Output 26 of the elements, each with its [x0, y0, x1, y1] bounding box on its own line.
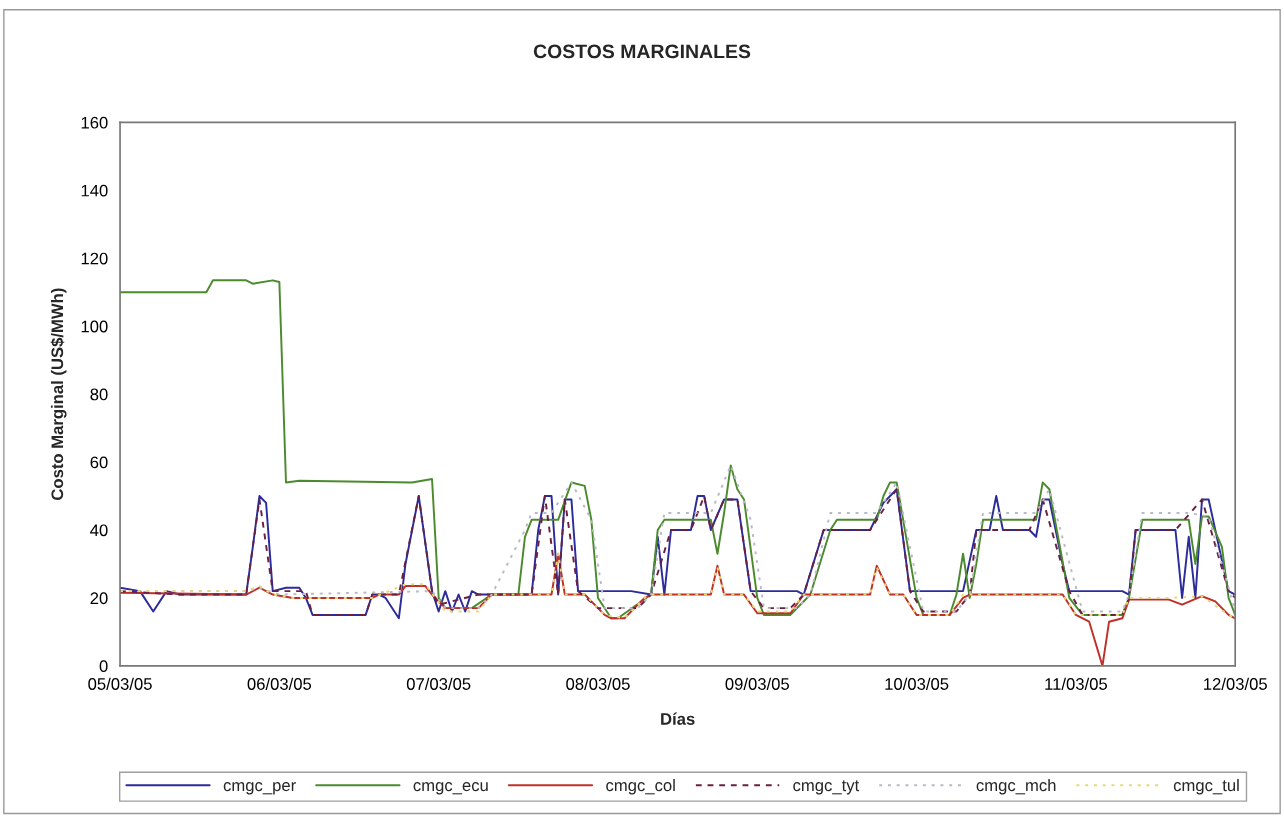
x-tick-label: 12/03/05	[1204, 677, 1267, 690]
legend-label: cmgc_per	[223, 782, 296, 795]
legend-label: cmgc_mch	[976, 778, 1056, 795]
y-tick-label: 100	[81, 320, 108, 333]
y-tick-label: 80	[90, 388, 108, 401]
x-axis-title: Días	[661, 712, 695, 725]
y-tick-label: 160	[81, 116, 108, 129]
y-axis-title: Costo Marginal (US$/MWh)	[50, 288, 67, 500]
x-tick-label: 08/03/05	[566, 677, 630, 690]
y-tick-label: 120	[81, 252, 108, 265]
legend-label: cmgc_tyt	[793, 780, 860, 795]
x-tick-label: 07/03/05	[406, 677, 471, 690]
y-tick-label: 0	[99, 660, 108, 673]
chart-title: COSTOS MARGINALES	[533, 44, 751, 59]
x-tick-label: 05/03/05	[88, 677, 152, 690]
y-tick-label: 60	[90, 456, 108, 469]
legend-label: cmgc_tul	[1173, 778, 1239, 795]
x-tick-label: 09/03/05	[725, 677, 790, 690]
legend-label: cmgc_col	[606, 778, 675, 795]
x-tick-label: 10/03/05	[885, 677, 949, 690]
y-tick-label: 140	[81, 184, 108, 197]
y-tick-label: 20	[90, 592, 108, 605]
x-tick-label: 11/03/05	[1045, 677, 1108, 690]
y-tick-label: 40	[90, 524, 108, 537]
x-tick-label: 06/03/05	[247, 677, 312, 690]
legend-label: cmgc_ecu	[413, 782, 488, 795]
